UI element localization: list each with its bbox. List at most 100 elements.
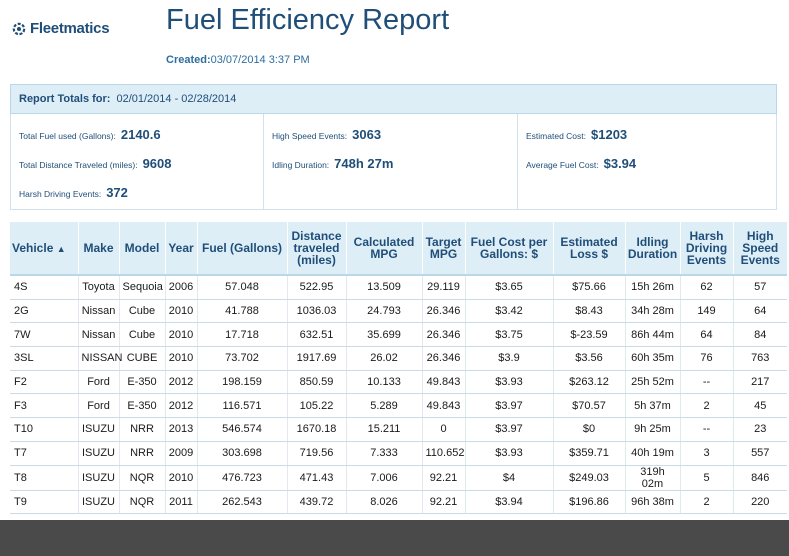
table-row: T9 ISUZU NQR 2011 262.543 439.72 8.026 92.21 $3.… [10,490,787,515]
idling-total: Idling Duration: 748h 27m [272,156,393,171]
cell-calculated-mpg: 7.333 [346,441,423,466]
column-header-idling-duration[interactable]: Idling Duration [625,222,681,276]
table-row: F3 Ford E-350 2012 116.571 105.22 5.289 49.843 $… [10,393,787,419]
column-header-label: Estimated Loss $ [560,235,618,261]
column-header-harsh-driving-events[interactable]: Harsh Driving Events [680,222,734,276]
column-header-make[interactable]: Make [78,222,120,276]
column-header-calculated-mpg[interactable]: Calculated MPG [346,222,423,276]
estimated-cost-label: Estimated Cost: [526,131,586,141]
column-header-label: Harsh Driving Events [685,229,728,267]
report-totals-panel: Total Fuel used (Gallons): 2140.6 Total … [10,114,777,210]
cell-idling-duration: 96h 38m [625,490,681,515]
cell-high-speed-events: 217 [733,370,787,395]
cell-idling-duration: 319h 02m [625,465,681,491]
column-header-label: Vehicle [12,240,54,255]
cell-idling-duration: 25h 52m [625,370,681,395]
column-header-vehicle[interactable]: Vehicle ▲ [10,222,79,276]
table-row: 2G Nissan Cube 2010 41.788 1036.03 24.793 26.34… [10,299,787,324]
cell-fuel-gallons: 57.048 [197,275,288,300]
created-value: 03/07/2014 3:37 PM [210,54,310,66]
column-header-target-mpg[interactable]: Target MPG [422,222,466,276]
cell-estimated-loss: $70.57 [553,393,626,419]
cell-fuel-cost: $3.75 [465,322,554,348]
cell-estimated-loss: $249.03 [553,465,626,491]
cell-target-mpg: 29.119 [422,275,466,300]
report-date-range: 02/01/2014 - 02/28/2014 [116,93,237,105]
total-distance: Total Distance Traveled (miles): 9608 [19,156,172,171]
cell-harsh-driving-events: 5 [680,465,734,491]
cell-distance: 471.43 [287,465,347,491]
cell-calculated-mpg: 10.133 [346,370,423,395]
cell-vehicle: 3SL [10,346,79,371]
column-header-year[interactable]: Year [165,222,198,276]
estimated-cost-total: Estimated Cost: $1203 [526,127,627,142]
column-header-label: Distance traveled (miles) [291,229,342,267]
cell-fuel-gallons: 476.723 [197,465,288,491]
idling-label: Idling Duration: [272,160,330,170]
column-header-label: High Speed Events [740,229,780,267]
total-fuel: Total Fuel used (Gallons): 2140.6 [19,127,161,142]
cell-year: 2009 [165,441,198,466]
table-row: T10 ISUZU NRR 2013 546.574 1670.18 15.211 0 $3.9… [10,417,787,442]
cell-high-speed-events: 846 [733,465,787,491]
cell-estimated-loss: $-23.59 [553,322,626,348]
table-body: 4S Toyota Sequoia 2006 57.048 522.95 13.509 29.… [10,275,787,515]
table-row: 7W Nissan Cube 2010 17.718 632.51 35.699 26.346… [10,322,787,348]
column-header-distance[interactable]: Distance traveled (miles) [287,222,347,276]
cell-target-mpg: 92.21 [422,465,466,491]
column-header-label: Year [168,241,194,255]
column-header-label: Calculated MPG [353,235,415,261]
cell-year: 2012 [165,370,198,395]
cell-year: 2010 [165,465,198,491]
cell-high-speed-events: 45 [733,393,787,419]
cell-make: NISSAN [78,346,122,371]
cell-idling-duration: 34h 28m [625,299,681,324]
cell-calculated-mpg: 15.211 [346,417,423,442]
cell-model: CUBE [119,346,166,371]
cell-year: 2011 [165,490,198,515]
cell-calculated-mpg: 13.509 [346,275,423,300]
column-header-fuel-gallons[interactable]: Fuel (Gallons) [197,222,288,276]
cell-harsh-driving-events: 62 [680,275,734,300]
table-row: T8 ISUZU NQR 2010 476.723 471.43 7.006 92.21 $4 $… [10,465,787,491]
cell-vehicle: F2 [10,370,79,395]
cell-target-mpg: 49.843 [422,370,466,395]
created-label: Created: [166,54,211,66]
cell-distance: 1036.03 [287,299,347,324]
cell-target-mpg: 49.843 [422,393,466,419]
cell-year: 2012 [165,393,198,419]
cell-vehicle: T7 [10,441,79,466]
report-page: Fleetmatics Fuel Efficiency Report Creat… [10,4,787,515]
avg-fuel-cost-label: Average Fuel Cost: [526,160,599,170]
cell-harsh-driving-events: 76 [680,346,734,371]
table-row: 4S Toyota Sequoia 2006 57.048 522.95 13.509 29.… [10,275,787,300]
cell-model: NQR [119,490,166,515]
totals-column-2: High Speed Events: 3063 Idling Duration:… [263,114,518,209]
cell-harsh-driving-events: -- [680,417,734,442]
total-fuel-value: 2140.6 [120,127,161,142]
cell-make: ISUZU [78,490,120,515]
cell-calculated-mpg: 26.02 [346,346,423,371]
brand-logo: Fleetmatics [11,20,110,37]
cell-target-mpg: 0 [422,417,466,442]
cell-model: NRR [119,417,166,442]
column-header-estimated-loss[interactable]: Estimated Loss $ [553,222,626,276]
column-header-high-speed-events[interactable]: High Speed Events [733,222,787,276]
cell-fuel-gallons: 73.702 [197,346,288,371]
cell-distance: 1670.18 [287,417,347,442]
cell-high-speed-events: 57 [733,275,787,300]
harsh-driving-value: 372 [106,185,128,200]
column-header-fuel-cost[interactable]: Fuel Cost per Gallons: $ [465,222,554,276]
harsh-driving-total: Harsh Driving Events: 372 [19,185,128,200]
cell-target-mpg: 110.652 [422,441,466,466]
table-row: F2 Ford E-350 2012 198.159 850.59 10.133 49.843… [10,370,787,395]
cell-make: Toyota [78,275,120,300]
cell-harsh-driving-events: -- [680,370,734,395]
cell-idling-duration: 86h 44m [625,322,681,348]
total-distance-value: 9608 [142,156,172,171]
column-header-model[interactable]: Model [119,222,166,276]
cell-high-speed-events: 220 [733,490,787,515]
cell-model: E-350 [119,393,166,419]
cell-make: Ford [78,370,120,395]
cell-make: ISUZU [78,465,120,491]
